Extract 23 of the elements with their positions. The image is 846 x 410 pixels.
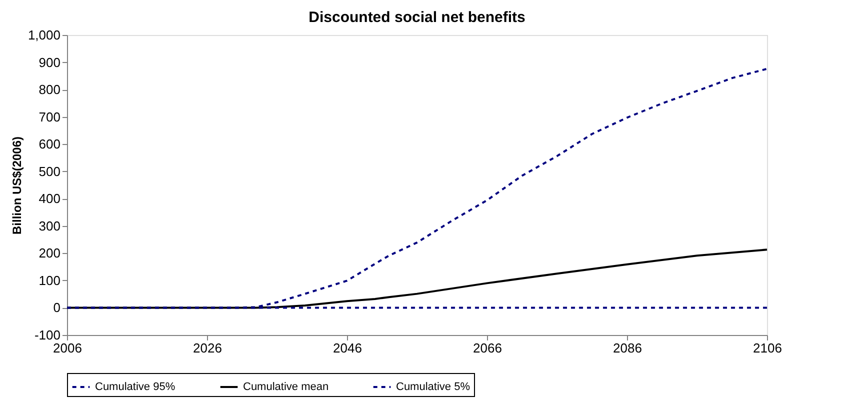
chart-title: Discounted social net benefits (308, 9, 526, 26)
y-tick-label: 400 (38, 191, 60, 206)
y-tick-label: 1,000 (28, 28, 60, 42)
x-tick-label: 2066 (473, 340, 502, 356)
y-tick-label: 600 (38, 136, 60, 152)
x-tick-label: 2026 (193, 340, 222, 356)
legend-label: Cumulative 5% (396, 381, 470, 393)
y-tick-label: 900 (38, 54, 60, 70)
y-tick-label: 800 (38, 82, 60, 98)
y-tick-label: 200 (38, 246, 60, 261)
y-tick-label: 300 (38, 218, 60, 234)
y-tick-label: 0 (53, 300, 60, 316)
legend-label: Cumulative 95% (95, 381, 176, 393)
y-axis-title: Billion US$(2006) (10, 136, 24, 235)
y-tick-label: 500 (38, 164, 60, 179)
y-tick-label: 700 (38, 109, 60, 124)
x-tick-label: 2006 (53, 340, 82, 356)
x-tick-label: 2046 (333, 340, 362, 356)
y-tick-label: -100 (34, 328, 60, 342)
x-tick-label: 2106 (753, 340, 782, 356)
legend-label: Cumulative mean (243, 381, 329, 393)
x-tick-label: 2086 (613, 340, 642, 356)
y-tick-label: 100 (38, 272, 60, 288)
